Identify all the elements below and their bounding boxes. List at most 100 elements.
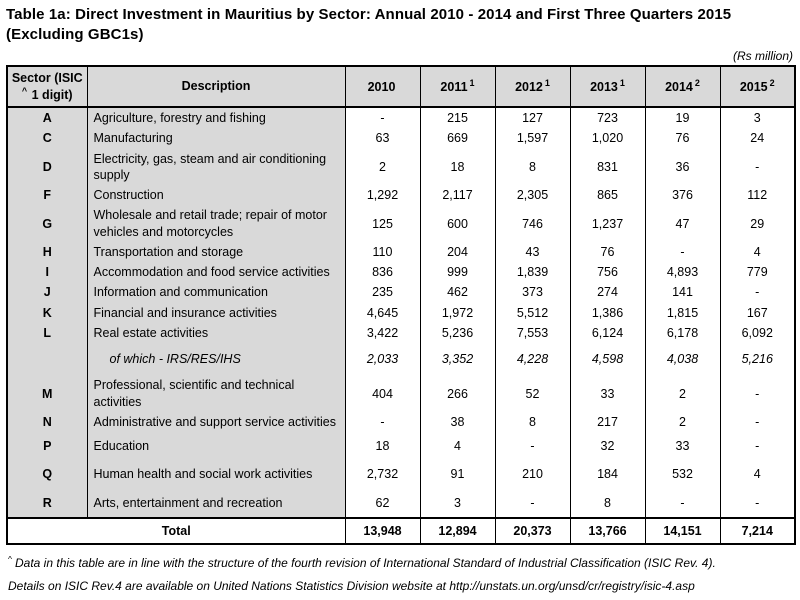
value-cell: 723 <box>569 107 646 129</box>
table-row: Q Human health and social work activitie… <box>6 460 796 489</box>
value-cell: 127 <box>494 107 571 129</box>
value-cell: 376 <box>644 185 721 206</box>
value-cell: 33 <box>569 375 646 412</box>
title-line-1: Table 1a: Direct Investment in Mauritius… <box>6 6 732 23</box>
value-cell: 1,020 <box>569 128 646 149</box>
value-cell: 7,553 <box>494 322 571 344</box>
table-row: M Professional, scientific and technical… <box>6 375 796 412</box>
value-cell: 33 <box>644 432 721 461</box>
page-title: Table 1a: Direct Investment in Mauritius… <box>6 5 795 46</box>
total-row: Total 13,948 12,894 20,373 13,766 14,151… <box>6 516 796 545</box>
value-cell: 215 <box>419 107 496 129</box>
value-cell: 3,422 <box>344 322 421 344</box>
sector-description: Financial and insurance activities <box>86 302 346 323</box>
sector-code: A <box>6 107 88 129</box>
sector-code: M <box>6 375 88 412</box>
value-cell: 1,386 <box>569 302 646 323</box>
value-cell: 38 <box>419 411 496 433</box>
value-cell: 4,228 <box>494 343 571 376</box>
table-row: D Electricity, gas, steam and air condit… <box>6 148 796 186</box>
sector-code: F <box>6 185 88 206</box>
footnote-marker-caret: ^ <box>8 554 12 565</box>
table-row: A Agriculture, forestry and fishing - 21… <box>6 107 796 129</box>
value-cell: 3 <box>719 107 796 129</box>
table-row: C Manufacturing 63 669 1,597 1,020 76 24 <box>6 128 796 149</box>
value-cell: - <box>344 411 421 433</box>
value-cell: 831 <box>569 148 646 186</box>
value-cell: 266 <box>419 375 496 412</box>
value-cell: 1,972 <box>419 302 496 323</box>
value-cell: 274 <box>569 282 646 303</box>
value-cell: 141 <box>644 282 721 303</box>
value-cell: 19 <box>644 107 721 129</box>
header-sector-line1: Sector (ISIC <box>11 70 83 85</box>
total-label: Total <box>6 516 346 545</box>
sector-description: Transportation and storage <box>86 241 346 263</box>
value-cell: 4 <box>719 460 796 489</box>
value-cell: 18 <box>419 148 496 186</box>
value-cell: 217 <box>569 411 646 433</box>
footnote-2: Details on ISIC Rev.4 are available on U… <box>8 579 695 594</box>
header-year: 2012 1 <box>494 65 571 109</box>
sector-description: Agriculture, forestry and fishing <box>86 107 346 129</box>
value-cell: 865 <box>569 185 646 206</box>
value-cell: 76 <box>569 241 646 263</box>
value-cell: 1,237 <box>569 205 646 242</box>
value-cell: 18 <box>344 432 421 461</box>
header-row: Sector (ISIC ^ 1 digit) Description 2010… <box>6 65 796 109</box>
sector-code: N <box>6 411 88 433</box>
value-cell: 63 <box>344 128 421 149</box>
sector-code: D <box>6 148 88 186</box>
value-cell: 6,178 <box>644 322 721 344</box>
value-cell: 2,033 <box>344 343 421 376</box>
sector-description: Accommodation and food service activitie… <box>86 262 346 283</box>
value-cell: 47 <box>644 205 721 242</box>
value-cell: 110 <box>344 241 421 263</box>
value-cell: 756 <box>569 262 646 283</box>
sector-description: Education <box>86 432 346 461</box>
header-year: 2013 1 <box>569 65 646 109</box>
value-cell: 204 <box>419 241 496 263</box>
header-sector-line2: 1 digit) <box>28 87 73 102</box>
value-cell: 836 <box>344 262 421 283</box>
sector-code: P <box>6 432 88 461</box>
value-cell: 167 <box>719 302 796 323</box>
sector-description: Manufacturing <box>86 128 346 149</box>
year-footnote-sup: 1 <box>469 77 475 88</box>
sector-code: L <box>6 322 88 344</box>
value-cell: 373 <box>494 282 571 303</box>
value-cell: - <box>644 488 721 518</box>
value-cell: 5,216 <box>719 343 796 376</box>
value-cell: 600 <box>419 205 496 242</box>
value-cell: 125 <box>344 205 421 242</box>
table-row: of which - IRS/RES/IHS 2,033 3,352 4,228… <box>6 343 796 376</box>
sector-code: K <box>6 302 88 323</box>
value-cell: 999 <box>419 262 496 283</box>
header-year: 2014 2 <box>644 65 721 109</box>
value-cell: 2,305 <box>494 185 571 206</box>
year-footnote-sup: 2 <box>694 77 700 88</box>
value-cell: - <box>494 432 571 461</box>
header-year: 2011 1 <box>419 65 496 109</box>
value-cell: 3,352 <box>419 343 496 376</box>
sector-description: Real estate activities <box>86 322 346 344</box>
value-cell: 4,038 <box>644 343 721 376</box>
table-row: J Information and communication 235 462 … <box>6 282 796 303</box>
sector-code: I <box>6 262 88 283</box>
value-cell: 4 <box>719 241 796 263</box>
sector-description: Arts, entertainment and recreation <box>86 488 346 518</box>
value-cell: 112 <box>719 185 796 206</box>
value-cell: 2 <box>344 148 421 186</box>
value-cell: 52 <box>494 375 571 412</box>
sector-code: Q <box>6 460 88 489</box>
value-cell: 210 <box>494 460 571 489</box>
value-cell: - <box>719 148 796 186</box>
sector-description: Electricity, gas, steam and air conditio… <box>86 148 346 186</box>
value-cell: - <box>644 241 721 263</box>
header-year: 2010 <box>344 65 421 109</box>
value-cell: 3 <box>419 488 496 518</box>
value-cell: 6,092 <box>719 322 796 344</box>
title-line-2: (Excluding GBC1s) <box>6 26 144 44</box>
value-cell: 36 <box>644 148 721 186</box>
